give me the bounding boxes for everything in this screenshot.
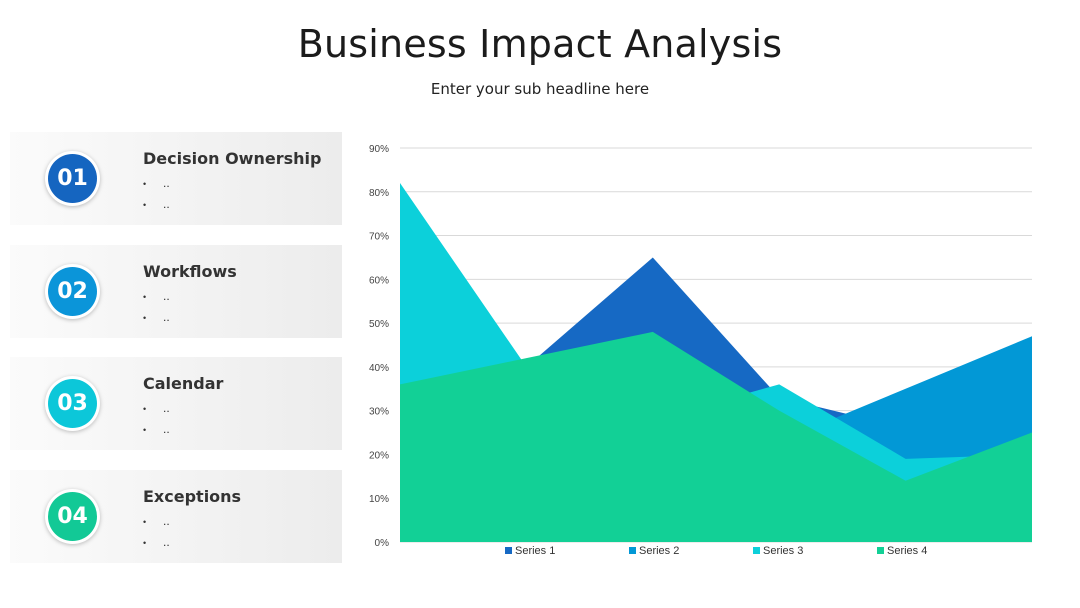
y-tick-label: 40%	[369, 363, 389, 374]
card-title: Workflows	[143, 262, 237, 281]
badge-ring: 02	[45, 264, 100, 319]
number-badge: 02	[48, 267, 97, 316]
area-chart: 0% 10% 20% 30% 40% 50% 60% 70% 80% 90% Series 1 Ser…	[369, 144, 1032, 557]
number-badge: 03	[48, 379, 97, 428]
y-tick-label: 90%	[369, 144, 389, 155]
card-title: Calendar	[143, 374, 224, 393]
legend-label: Series 4	[887, 545, 927, 557]
number-badge: 04	[48, 492, 97, 541]
y-tick-label: 60%	[369, 275, 389, 286]
y-tick-label: 10%	[369, 494, 389, 505]
badge-ring: 03	[45, 376, 100, 431]
bullet-item: ..	[143, 307, 170, 328]
legend-label: Series 2	[639, 545, 679, 557]
bullet-item: ..	[143, 286, 170, 307]
bullet-item: ..	[143, 511, 170, 532]
card-title: Exceptions	[143, 487, 242, 506]
legend-label: Series 3	[763, 545, 803, 557]
bullet-list: .. ..	[143, 398, 170, 440]
bullet-list: .. ..	[143, 511, 170, 553]
bullet-item: ..	[143, 194, 170, 215]
card-title: Decision Ownership	[143, 149, 322, 168]
card-exceptions: 04 Exceptions .. ..	[10, 470, 342, 563]
page-title: Business Impact Analysis	[297, 22, 783, 66]
y-tick-label: 70%	[369, 232, 389, 243]
card-calendar: 03 Calendar .. ..	[10, 357, 342, 450]
y-tick-label: 30%	[369, 407, 389, 418]
card-workflows: 02 Workflows .. ..	[10, 245, 342, 338]
bullet-list: .. ..	[143, 173, 170, 215]
y-tick-label: 20%	[369, 450, 389, 461]
legend-swatch	[877, 547, 884, 554]
y-tick-label: 80%	[369, 188, 389, 199]
page-subtitle: Enter your sub headline here	[430, 80, 650, 98]
bullet-item: ..	[143, 532, 170, 553]
legend-swatch	[629, 547, 636, 554]
area-series-4	[400, 331, 1032, 542]
badge-ring: 01	[45, 151, 100, 206]
number-badge: 01	[48, 154, 97, 203]
badge-ring: 04	[45, 489, 100, 544]
bullet-item: ..	[143, 398, 170, 419]
bullet-item: ..	[143, 173, 170, 194]
legend-swatch	[753, 547, 760, 554]
legend-swatch	[505, 547, 512, 554]
card-decision-ownership: 01 Decision Ownership .. ..	[10, 132, 342, 225]
y-tick-label: 50%	[369, 319, 389, 330]
legend-label: Series 1	[515, 545, 555, 557]
y-tick-label: 0%	[375, 538, 390, 549]
bullet-item: ..	[143, 419, 170, 440]
bullet-list: .. ..	[143, 286, 170, 328]
